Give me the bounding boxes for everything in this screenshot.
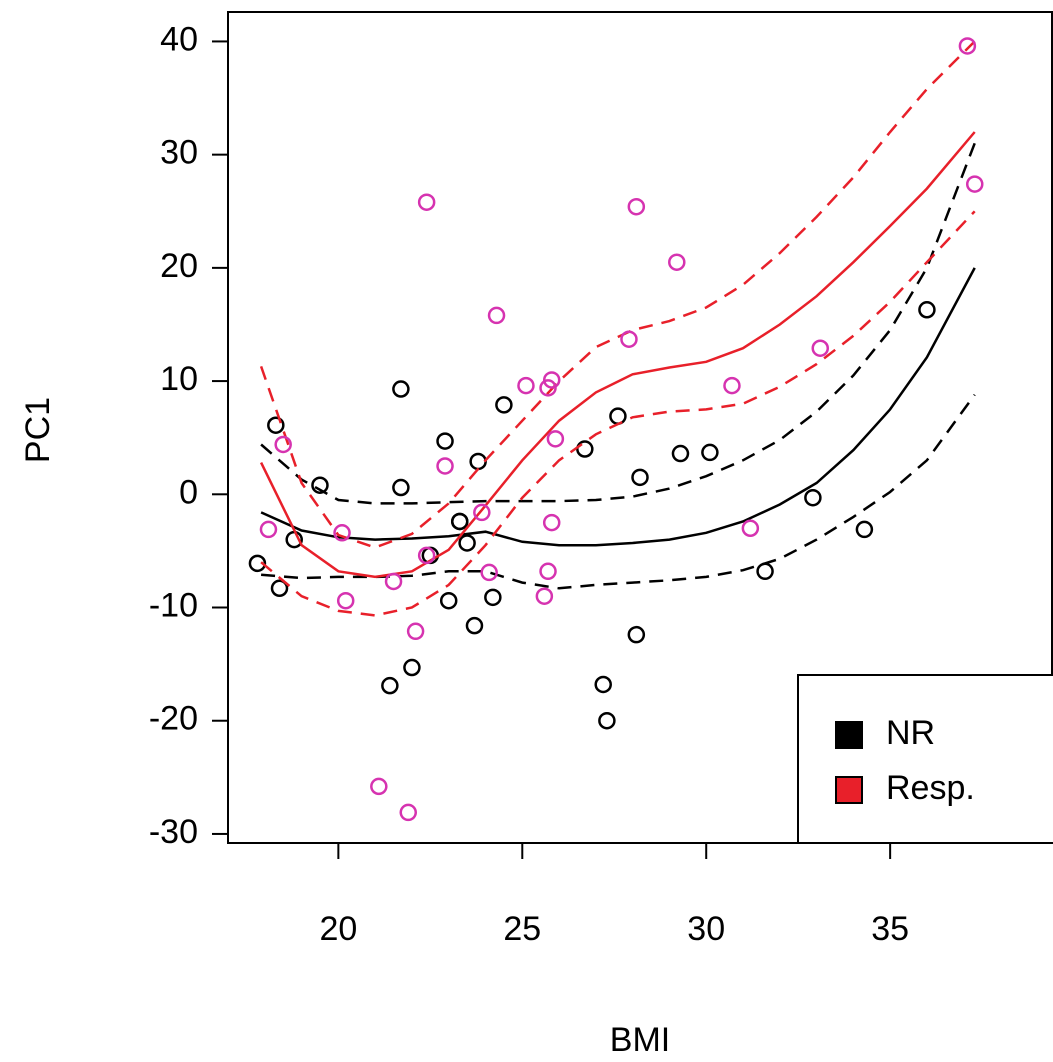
data-point — [333, 524, 351, 542]
data-point — [741, 519, 760, 538]
y-tick-label: -30 — [149, 813, 198, 851]
x-tick-label: 20 — [319, 910, 357, 948]
data-point — [495, 396, 513, 414]
data-point — [439, 591, 458, 610]
y-tick-label: 30 — [160, 134, 198, 172]
data-point — [392, 478, 410, 497]
data-point — [855, 520, 874, 539]
data-point — [370, 777, 388, 796]
data-point — [436, 432, 454, 450]
confidence-band-line — [260, 210, 976, 617]
confidence-band-line — [260, 142, 976, 505]
y-tick-label: 0 — [179, 473, 198, 511]
data-point — [259, 520, 278, 539]
x-axis-label: BMI — [610, 1021, 670, 1059]
data-point — [811, 339, 829, 357]
data-point — [609, 407, 627, 425]
data-point — [671, 444, 690, 463]
data-point — [406, 622, 425, 641]
legend-swatch — [835, 721, 863, 749]
x-tick-label: 25 — [503, 910, 541, 948]
data-point — [274, 435, 292, 454]
data-point — [469, 452, 487, 471]
data-point — [267, 416, 285, 434]
legend-box — [797, 674, 1053, 844]
data-point — [248, 554, 267, 573]
data-point — [465, 616, 484, 635]
data-point — [546, 430, 565, 448]
data-point — [484, 588, 502, 607]
data-point — [384, 572, 403, 591]
data-point — [539, 379, 557, 397]
y-tick-label: 40 — [160, 20, 198, 58]
y-tick-label: -20 — [149, 700, 198, 738]
data-point — [668, 253, 686, 271]
data-point — [804, 488, 822, 507]
data-point — [480, 563, 498, 582]
fit-line — [260, 267, 976, 547]
data-point — [473, 503, 491, 522]
data-point — [542, 371, 561, 389]
data-point — [620, 330, 638, 348]
data-point — [458, 534, 476, 552]
data-point — [417, 546, 436, 565]
data-point — [966, 175, 984, 193]
data-point — [756, 562, 774, 581]
data-point — [417, 193, 436, 211]
data-point — [723, 376, 741, 395]
y-tick-label: 20 — [160, 247, 198, 285]
fit-line — [259, 131, 976, 579]
data-point — [399, 803, 417, 822]
data-point — [594, 675, 612, 694]
data-point — [403, 658, 421, 677]
data-point — [517, 376, 535, 395]
data-point — [631, 468, 649, 487]
data-point — [542, 513, 561, 532]
data-point — [576, 440, 594, 458]
data-point — [918, 301, 936, 319]
data-point — [598, 711, 616, 730]
x-tick-label: 35 — [871, 910, 909, 948]
data-point — [270, 579, 289, 598]
data-point — [311, 476, 329, 494]
data-point — [487, 306, 506, 325]
data-point — [958, 37, 977, 55]
y-tick-label: 10 — [160, 360, 198, 398]
data-point — [539, 562, 557, 581]
data-point — [627, 197, 646, 216]
data-point — [701, 443, 719, 462]
y-axis-label: PC1 — [19, 397, 57, 463]
y-tick-label: -10 — [149, 586, 198, 624]
plot-area — [248, 37, 984, 822]
data-point — [535, 587, 554, 605]
legend-label: NR — [886, 714, 935, 752]
data-point — [381, 676, 399, 695]
data-point — [392, 380, 410, 398]
x-tick-label: 30 — [687, 910, 725, 948]
legend-label: Resp. — [886, 769, 975, 807]
confidence-band-line — [259, 40, 976, 549]
legend-swatch — [835, 776, 863, 804]
data-point — [627, 625, 646, 644]
data-point — [436, 457, 454, 475]
data-point — [451, 512, 469, 531]
data-point — [336, 591, 355, 610]
